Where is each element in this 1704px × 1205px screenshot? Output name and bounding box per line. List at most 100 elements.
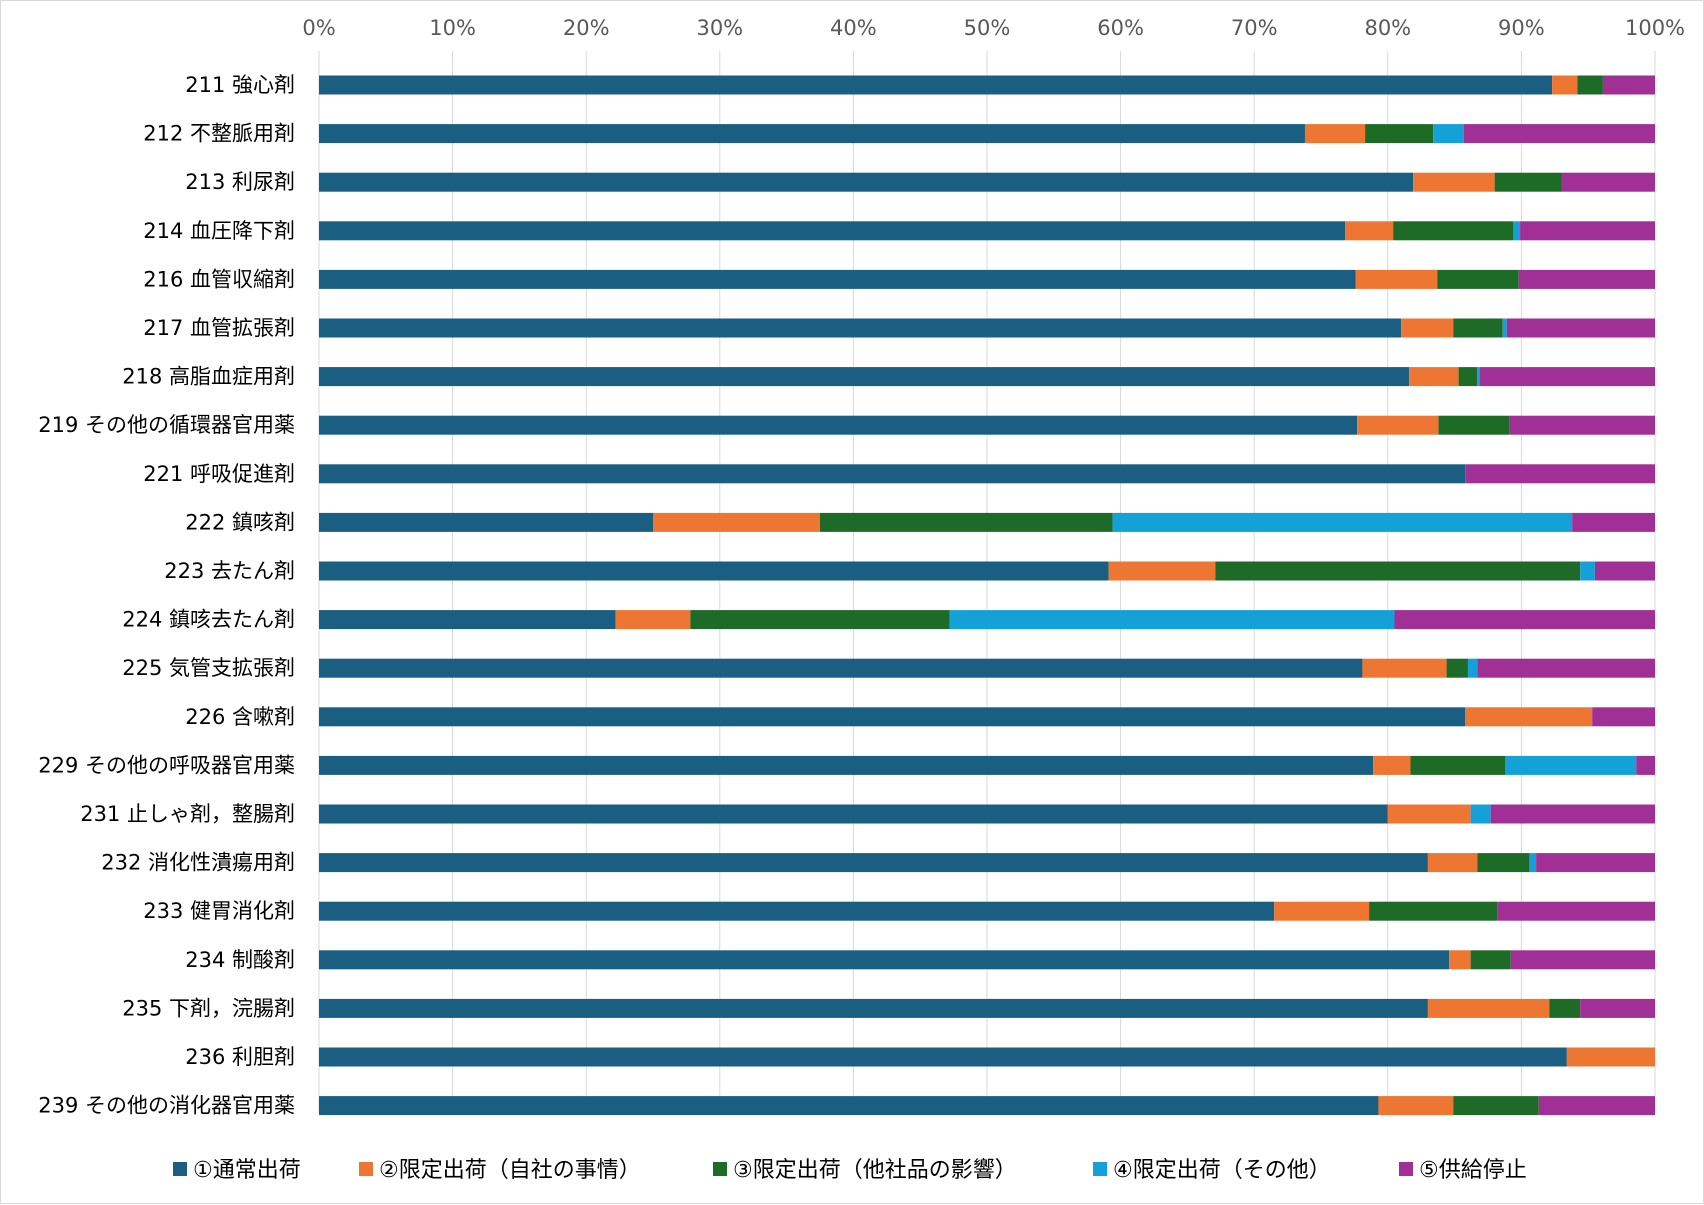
category-label: 211 強心剤 [185, 73, 295, 97]
bar-segment-series-2 [1387, 804, 1471, 824]
bar-segment-series-3 [1458, 367, 1478, 387]
bar-segment-series-3 [1549, 998, 1581, 1018]
category-label: 217 血管拡張剤 [143, 316, 295, 340]
bar-segment-series-1 [319, 1047, 1567, 1067]
bar-segment-series-1 [319, 901, 1275, 921]
legend-swatch [713, 1162, 727, 1176]
category-label: 234 制酸剤 [185, 948, 295, 972]
bar-segment-series-5 [1463, 124, 1655, 144]
bar-segment-series-1 [319, 415, 1358, 435]
legend-swatch [1093, 1162, 1107, 1176]
bar-segment-series-2 [1108, 561, 1216, 581]
bar-segment-series-5 [1506, 318, 1655, 338]
bar-segment-series-3 [1577, 75, 1603, 95]
x-tick-label: 70% [1231, 16, 1278, 40]
category-labels: 211 強心剤 212 不整脈用剤 213 利尿剤 214 血圧降下剤 216 血管収縮… [38, 73, 295, 1118]
bar-segment-series-3 [1437, 269, 1519, 289]
bar-segment-series-1 [319, 950, 1450, 970]
legend-entry: ⑤供給停止 [1419, 1158, 1527, 1183]
legend-entry: ①通常出荷 [193, 1158, 301, 1183]
category-label: 239 その他の消化器官用薬 [38, 1094, 295, 1118]
bar-segment-series-2 [1274, 901, 1370, 921]
x-tick-label: 100% [1625, 16, 1685, 40]
legend: ①通常出荷 ②限定出荷（自社の事情） ③限定出荷（他社品の影響） ④限定出荷（その他）… [173, 1158, 1527, 1183]
bar-segment-series-5 [1592, 707, 1655, 727]
bar-segment-series-5 [1536, 853, 1655, 873]
bar-segment-series-2 [615, 610, 691, 630]
bar-segment-series-4 [1112, 512, 1573, 532]
bars [319, 75, 1655, 1116]
bar-segment-series-2 [1304, 124, 1366, 144]
bar-segment-series-5 [1479, 367, 1655, 387]
bar-segment-series-4 [1502, 318, 1507, 338]
bar-segment-series-4 [1505, 755, 1637, 775]
bar-segment-series-4 [1470, 804, 1491, 824]
bar-segment-series-5 [1477, 658, 1655, 678]
bar-segment-series-1 [319, 853, 1428, 873]
category-label: 216 血管収縮剤 [143, 267, 295, 291]
bar-segment-series-1 [319, 172, 1414, 192]
bar-segment-series-1 [319, 318, 1402, 338]
x-tick-label: 60% [1097, 16, 1144, 40]
bar-segment-series-1 [319, 561, 1109, 581]
bar-segment-series-2 [1373, 755, 1411, 775]
bar-segment-series-2 [1357, 415, 1439, 435]
bar-segment-series-1 [319, 269, 1356, 289]
bar-segment-series-5 [1465, 464, 1655, 484]
x-tick-label: 40% [830, 16, 877, 40]
bar-segment-series-3 [1438, 415, 1510, 435]
bar-segment-series-3 [1494, 172, 1562, 192]
bar-segment-series-4 [1513, 221, 1521, 241]
bar-segment-series-5 [1394, 610, 1655, 630]
bar-segment-series-1 [319, 658, 1363, 678]
legend-swatch [173, 1162, 187, 1176]
category-label: 225 気管支拡張剤 [122, 656, 295, 680]
category-label: 214 血圧降下剤 [143, 219, 295, 243]
category-label: 231 止しゃ剤，整腸剤 [80, 802, 295, 826]
bar-segment-series-5 [1497, 901, 1655, 921]
bar-segment-series-2 [1552, 75, 1578, 95]
x-tick-label: 10% [429, 16, 476, 40]
bar-segment-series-3 [820, 512, 1113, 532]
bar-segment-series-2 [1362, 658, 1447, 678]
category-label: 221 呼吸促進剤 [143, 462, 295, 486]
bar-segment-series-1 [319, 464, 1466, 484]
bar-segment-series-1 [319, 1096, 1379, 1116]
category-label: 223 去たん剤 [164, 559, 295, 583]
bar-segment-series-5 [1602, 75, 1655, 95]
bar-segment-series-2 [1566, 1047, 1655, 1067]
bar-segment-series-2 [1465, 707, 1593, 727]
x-tick-label: 80% [1364, 16, 1411, 40]
bar-segment-series-4 [1477, 367, 1480, 387]
bar-segment-series-5 [1538, 1096, 1655, 1116]
bar-segment-series-3 [1215, 561, 1581, 581]
category-label: 236 利胆剤 [185, 1045, 295, 1069]
legend-swatch [1399, 1162, 1413, 1176]
bar-segment-series-5 [1490, 804, 1655, 824]
category-label: 226 含嗽剤 [185, 705, 295, 729]
bar-segment-series-5 [1594, 561, 1655, 581]
bar-segment-series-2 [1401, 318, 1454, 338]
bar-segment-series-4 [1529, 853, 1537, 873]
bar-segment-series-4 [1433, 124, 1464, 144]
bar-segment-series-3 [1369, 901, 1498, 921]
category-label: 235 下剤，浣腸剤 [122, 996, 295, 1020]
x-tick-label: 0% [302, 16, 335, 40]
bar-segment-series-3 [1470, 950, 1511, 970]
bar-segment-series-2 [1378, 1096, 1454, 1116]
bar-segment-series-5 [1510, 950, 1655, 970]
bar-segment-series-2 [1427, 853, 1478, 873]
legend-entry: ②限定出荷（自社の事情） [379, 1158, 641, 1183]
category-label: 219 その他の循環器官用薬 [38, 413, 295, 437]
bar-segment-series-5 [1509, 415, 1655, 435]
bar-segment-series-3 [1453, 318, 1503, 338]
bar-segment-series-1 [319, 512, 653, 532]
bar-segment-series-1 [319, 610, 616, 630]
bar-segment-series-3 [1477, 853, 1530, 873]
bar-segment-series-3 [690, 610, 950, 630]
bar-segment-series-1 [319, 367, 1410, 387]
bar-segment-series-5 [1518, 269, 1655, 289]
category-label: 232 消化性潰瘍用剤 [101, 851, 295, 875]
